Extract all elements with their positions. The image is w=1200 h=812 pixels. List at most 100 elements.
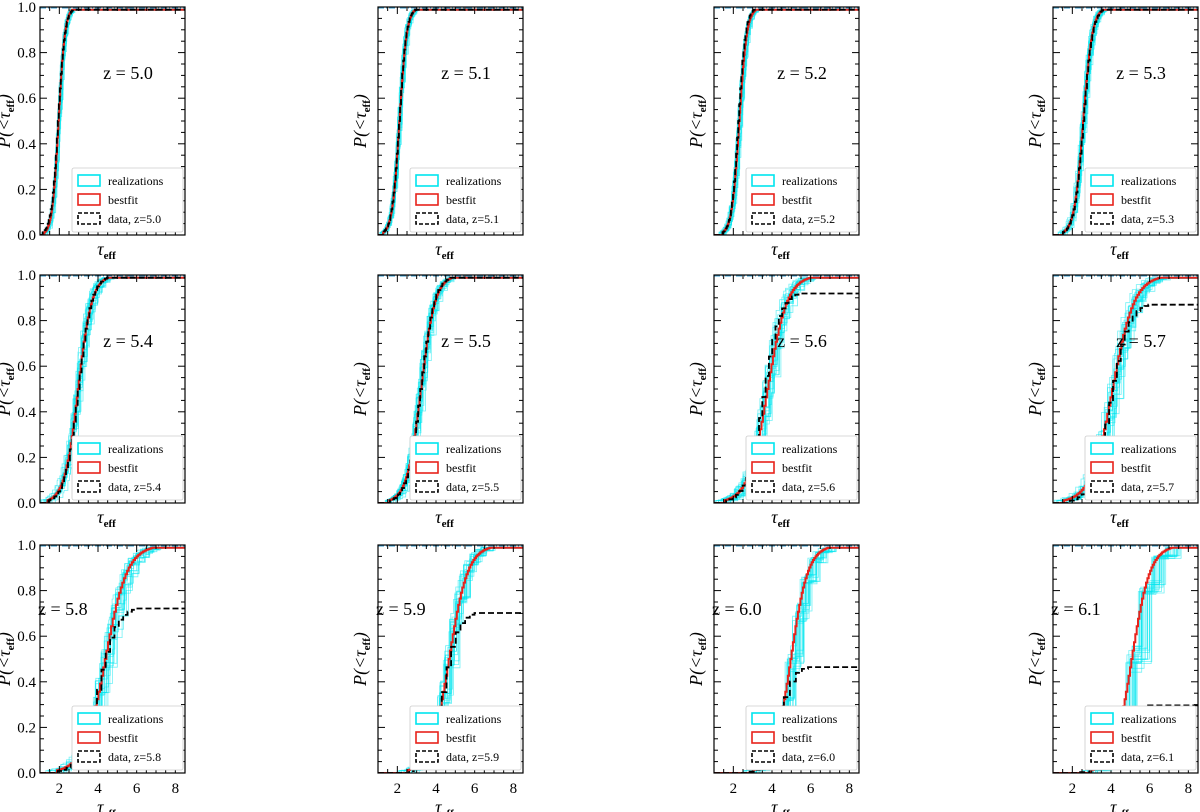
legend-swatch [77, 212, 101, 225]
legend-entry: realizations [1121, 174, 1177, 188]
legend-swatch [1090, 461, 1114, 474]
legend-swatch [751, 712, 775, 725]
panel-label: z = 6.1 [1051, 599, 1101, 619]
panel-1: 0.0 0.2 0.4 0.6 0.8 1.0 τeff P(<τeff) z = 5.0 rea… [0, 0, 186, 262]
legend-entry: bestfit [446, 461, 477, 475]
x-tick-label: 8 [172, 781, 180, 797]
panel-5: 0.0 0.2 0.4 0.6 0.8 1.0 τeff P(<τeff) z = 5.4 rea… [0, 268, 186, 530]
panel-label: z = 5.0 [103, 63, 153, 83]
data-line [378, 276, 523, 503]
x-axis-label: τeff [97, 797, 116, 812]
panel-3: τeff P(<τeff) z = 5.2 realizations bestfit da… [686, 6, 860, 262]
x-axis-label: τeff [771, 239, 790, 262]
y-axis-label: P(<τeff) [1025, 632, 1048, 687]
legend-entry: bestfit [108, 461, 139, 475]
panel-label: z = 5.2 [777, 63, 827, 83]
y-axis-label: P(<τeff) [0, 94, 17, 149]
legend-entry: bestfit [782, 461, 813, 475]
plot-area [378, 7, 523, 235]
legend-swatch [1090, 750, 1114, 763]
legend-swatch [751, 480, 775, 493]
y-tick-label: 0.4 [17, 675, 36, 691]
x-tick-label: 8 [510, 781, 518, 797]
panel-2: τeff P(<τeff) z = 5.1 realizations bestfit da… [350, 6, 524, 262]
data-line [40, 607, 185, 773]
legend-swatch [415, 750, 439, 763]
legend-swatch [751, 212, 775, 225]
y-axis-label: P(<τeff) [0, 362, 17, 417]
x-tick-label: 8 [1185, 781, 1193, 797]
y-tick-label: 1.0 [17, 0, 36, 16]
legend-swatch [1090, 212, 1114, 225]
legend: realizations bestfit data, z=6.0 [745, 705, 858, 771]
plot-area [1053, 7, 1198, 235]
legend: realizations bestfit data, z=5.8 [71, 705, 184, 771]
y-tick-label: 0.2 [17, 720, 36, 736]
x-tick-label: 2 [56, 781, 64, 797]
y-tick-label: 0.8 [17, 46, 36, 62]
legend-swatch [77, 480, 101, 493]
legend-swatch [1090, 480, 1114, 493]
legend: realizations bestfit data, z=5.9 [409, 705, 522, 771]
legend-swatch [415, 480, 439, 493]
panel-label: z = 5.5 [441, 331, 491, 351]
legend-swatch [751, 731, 775, 744]
x-tick-label: 6 [807, 781, 815, 797]
x-tick-label: 2 [730, 781, 738, 797]
panel-12: 2 4 6 8 τeff P(<τeff)z = 6.1 realizations bestf… [1025, 544, 1199, 812]
legend-entry: realizations [446, 712, 502, 726]
panel-8: τeff P(<τeff) z = 5.7 realizations bestfit da… [1025, 274, 1199, 530]
legend-entry: data, z=5.7 [1121, 480, 1174, 494]
x-axis-label: τeff [97, 239, 116, 262]
y-axis-label: P(<τeff) [0, 632, 17, 687]
x-tick-label: 4 [768, 781, 776, 797]
data-line [714, 292, 859, 503]
data-line [40, 8, 185, 235]
legend-entry: realizations [782, 174, 838, 188]
data-line [378, 8, 523, 235]
legend-entry: data, z=6.1 [1121, 750, 1174, 764]
legend: realizations bestfit data, z=5.2 [745, 167, 858, 233]
legend-entry: bestfit [1121, 193, 1152, 207]
legend-swatch [751, 461, 775, 474]
legend-entry: bestfit [782, 193, 813, 207]
legend-swatch [77, 442, 101, 455]
x-tick-label: 4 [432, 781, 440, 797]
legend-swatch [1090, 442, 1114, 455]
panel-label: z = 5.6 [777, 331, 827, 351]
legend-swatch [415, 212, 439, 225]
legend-swatch [1090, 731, 1114, 744]
legend-swatch [415, 712, 439, 725]
panel-6: τeff P(<τeff) z = 5.5 realizations bestfit da… [350, 274, 524, 530]
y-tick-label: 0.2 [17, 182, 36, 198]
legend-swatch [751, 442, 775, 455]
panel-label: z = 5.7 [1116, 331, 1166, 351]
legend-swatch [751, 193, 775, 206]
realization-line [714, 277, 859, 503]
x-axis-label: τeff [1110, 239, 1129, 262]
legend: realizations bestfit data, z=6.1 [1084, 705, 1197, 771]
y-tick-label: 0.2 [17, 450, 36, 466]
legend-entry: data, z=5.0 [108, 212, 161, 226]
panel-label: z = 5.4 [103, 331, 153, 351]
y-axis-label: P(<τeff) [686, 362, 709, 417]
panel-4: τeff P(<τeff) z = 5.3 realizations bestfit da… [1025, 6, 1199, 262]
y-tick-label: 0.6 [17, 359, 36, 375]
x-tick-label: 8 [846, 781, 854, 797]
legend: realizations bestfit data, z=5.5 [409, 435, 522, 501]
legend-entry: data, z=6.0 [782, 750, 835, 764]
legend-entry: data, z=5.4 [108, 480, 161, 494]
legend-entry: bestfit [1121, 731, 1152, 745]
legend-entry: realizations [782, 442, 838, 456]
plot-area [40, 275, 185, 503]
x-axis-label: τeff [435, 797, 454, 812]
legend-entry: data, z=5.2 [782, 212, 835, 226]
legend-swatch [77, 731, 101, 744]
legend-entry: bestfit [108, 193, 139, 207]
y-tick-label: 0.0 [17, 766, 36, 782]
legend-entry: bestfit [782, 731, 813, 745]
legend-entry: bestfit [1121, 461, 1152, 475]
legend-swatch [77, 174, 101, 187]
x-tick-label: 6 [1146, 781, 1154, 797]
